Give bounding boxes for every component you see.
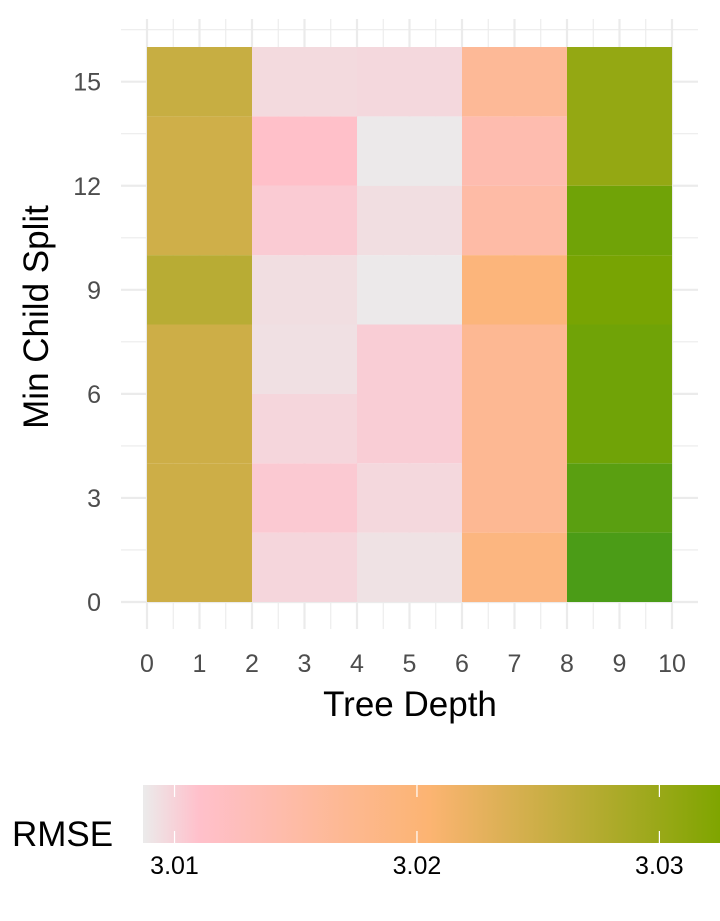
x-tick-label: 7 [508, 650, 522, 678]
heatmap-cell [567, 324, 672, 464]
heatmap-cell [357, 324, 462, 464]
x-axis-ticks: 0 1 2 3 4 5 6 7 8 9 10 [140, 650, 686, 678]
x-tick-label: 2 [245, 650, 259, 678]
heatmap-cell [147, 324, 252, 464]
y-tick-label: 3 [87, 485, 101, 513]
heatmap-cell [357, 47, 462, 117]
heatmap-cell [252, 532, 357, 602]
heatmap-cell [357, 463, 462, 533]
y-tick-label: 12 [73, 173, 101, 201]
x-tick-label: 5 [403, 650, 417, 678]
legend-color-bar [143, 785, 720, 843]
y-axis-ticks: 0 3 6 9 12 15 [73, 69, 101, 617]
x-tick-label: 10 [658, 650, 686, 678]
heatmap-cell [357, 116, 462, 186]
heatmap-cell [357, 185, 462, 256]
heatmap-cell [567, 255, 672, 325]
heatmap-cell [252, 185, 357, 256]
x-tick-label: 3 [298, 650, 312, 678]
heatmap-cell [462, 185, 567, 256]
heatmap-cell [462, 532, 567, 602]
heatmap-cell [462, 255, 567, 325]
heatmap-cells [147, 47, 672, 602]
y-tick-label: 9 [87, 277, 101, 305]
legend-ticks: 3.01 3.02 3.03 [150, 785, 684, 880]
legend-tick-label: 3.03 [635, 852, 684, 880]
heatmap-cell [567, 47, 672, 186]
heatmap-cell [147, 116, 252, 256]
x-tick-label: 1 [193, 650, 207, 678]
legend-title: RMSE [12, 815, 113, 854]
x-tick-label: 9 [613, 650, 627, 678]
y-tick-label: 15 [73, 69, 101, 97]
heatmap-cell [252, 393, 357, 464]
heatmap-cell [462, 116, 567, 186]
heatmap-cell [462, 324, 567, 533]
legend-tick-label: 3.02 [393, 852, 442, 880]
x-axis-title: Tree Depth [323, 685, 497, 724]
x-tick-label: 4 [350, 650, 364, 678]
heatmap-cell [567, 185, 672, 256]
heatmap-cell [147, 255, 252, 325]
heatmap-cell [357, 255, 462, 325]
x-tick-label: 0 [140, 650, 154, 678]
heatmap-cell [252, 463, 357, 533]
heatmap-cell [252, 255, 357, 325]
heatmap-cell [252, 324, 357, 394]
heatmap-cell [252, 116, 357, 186]
x-tick-label: 6 [455, 650, 469, 678]
y-axis-title: Min Child Split [17, 205, 56, 429]
heatmap-cell [567, 532, 672, 602]
heatmap-cell [357, 532, 462, 602]
heatmap-cell [462, 47, 567, 117]
heatmap-cell [252, 47, 357, 117]
y-tick-label: 0 [87, 589, 101, 617]
y-tick-label: 6 [87, 381, 101, 409]
legend-tick-label: 3.01 [150, 852, 199, 880]
heatmap-cell [147, 463, 252, 602]
x-tick-label: 8 [560, 650, 574, 678]
heatmap-cell [567, 463, 672, 533]
heatmap-cell [147, 47, 252, 117]
color-legend: RMSE 3.01 3.02 3.03 [12, 785, 720, 880]
